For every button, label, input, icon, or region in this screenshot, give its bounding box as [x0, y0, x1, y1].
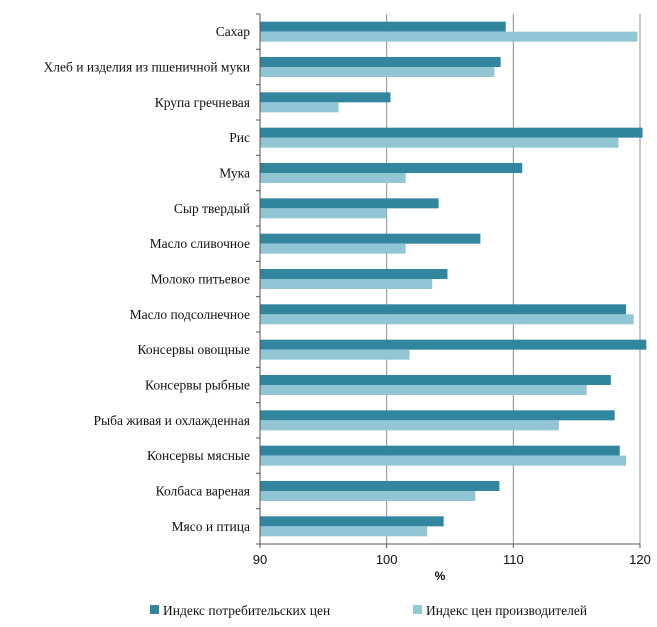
- legend-swatch: [413, 605, 422, 614]
- bar-producer: [260, 279, 433, 289]
- bar-consumer: [260, 269, 448, 279]
- bar-producer: [260, 385, 587, 395]
- category-label: Консервы рыбные: [145, 378, 250, 393]
- bar-producer: [260, 455, 627, 466]
- category-label: Сыр твердый: [174, 201, 250, 216]
- category-label: Консервы мясные: [147, 448, 250, 463]
- category-label: Хлеб и изделия из пшеничной муки: [44, 60, 250, 75]
- x-tick-label: 90: [253, 552, 267, 567]
- category-label: Масло сливочное: [150, 236, 250, 251]
- bars: [260, 21, 647, 537]
- category-labels: Сахар Хлеб и изделия из пшеничной муки Кру…: [44, 24, 251, 534]
- bar-consumer: [260, 233, 481, 244]
- bar-producer: [260, 314, 634, 325]
- bar-consumer: [260, 198, 439, 209]
- bar-producer: [260, 420, 559, 431]
- x-tick-label: 120: [629, 552, 651, 567]
- category-label: Крупа гречневая: [155, 95, 250, 110]
- legend-label: Индекс цен производителей: [426, 603, 587, 618]
- category-label: Мясо и птица: [172, 519, 251, 534]
- x-tick-labels: 90 100 110 120: [253, 552, 651, 567]
- category-label: Рис: [229, 130, 250, 145]
- bar-consumer: [260, 410, 615, 421]
- legend-swatch: [150, 605, 159, 614]
- legend-label: Индекс потребительских цен: [163, 603, 330, 618]
- bar-producer: [260, 102, 339, 113]
- x-tick-label: 100: [376, 552, 398, 567]
- category-label: Молоко питьевое: [151, 272, 250, 287]
- x-tick-label: 110: [503, 552, 524, 567]
- bar-consumer: [260, 375, 611, 385]
- bar-consumer: [260, 127, 643, 138]
- bar-consumer: [260, 304, 627, 315]
- bar-producer: [260, 31, 638, 42]
- bar-consumer: [260, 92, 391, 103]
- category-label: Мука: [219, 166, 250, 181]
- category-label: Колбаса вареная: [156, 484, 250, 499]
- bar-producer: [260, 526, 428, 537]
- category-label: Рыба живая и охлажденная: [94, 413, 250, 428]
- bar-producer: [260, 208, 387, 219]
- bar-consumer: [260, 57, 501, 67]
- bar-consumer: [260, 516, 444, 527]
- category-label: Масло подсолнечное: [130, 307, 250, 322]
- bar-consumer: [260, 445, 620, 456]
- bar-consumer: [260, 481, 500, 491]
- bar-producer: [260, 349, 410, 360]
- legend: Индекс потребительских цен Индекс цен про…: [150, 603, 587, 618]
- bar-producer: [260, 173, 406, 183]
- bar-consumer: [260, 339, 647, 350]
- bar-producer: [260, 67, 495, 77]
- bar-consumer: [260, 163, 523, 173]
- bar-consumer: [260, 21, 506, 32]
- bar-producer: [260, 137, 619, 148]
- x-axis-title: %: [435, 569, 446, 583]
- category-label: Консервы овощные: [138, 342, 251, 357]
- bar-producer: [260, 243, 406, 254]
- bar-producer: [260, 491, 476, 501]
- category-label: Сахар: [216, 24, 251, 39]
